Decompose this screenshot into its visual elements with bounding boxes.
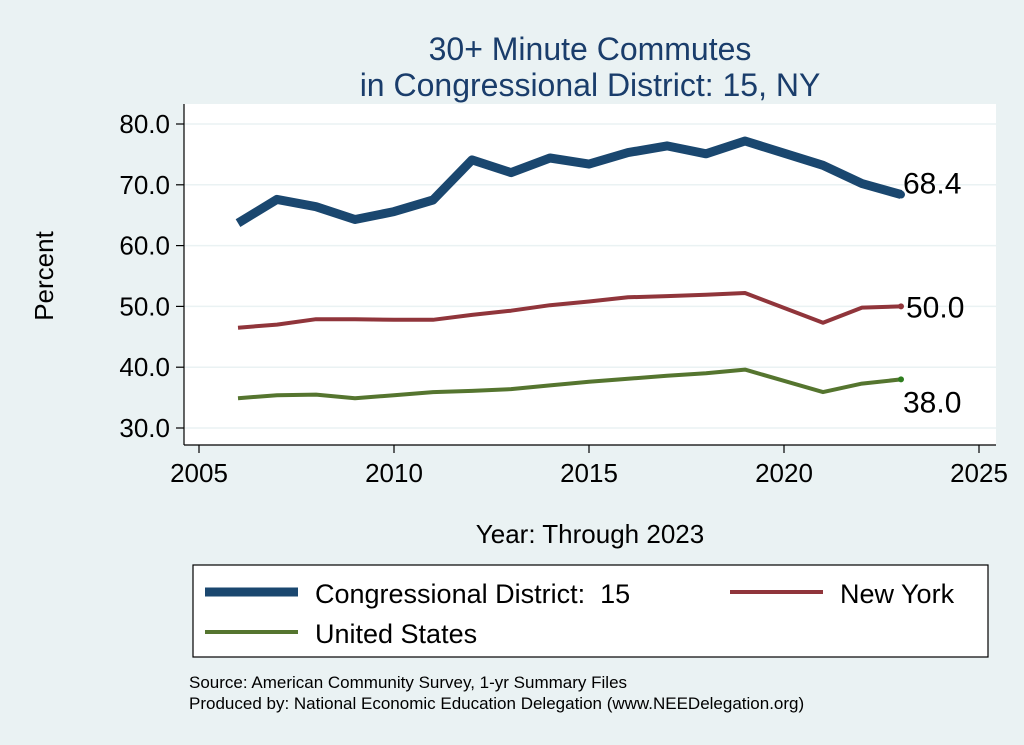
x-tick-label: 2020 xyxy=(755,458,813,488)
legend-label-district: Congressional District: 15 xyxy=(315,579,630,609)
producer-note: Produced by: National Economic Education… xyxy=(189,694,804,713)
x-tick-label: 2010 xyxy=(365,458,423,488)
legend: Congressional District: 15 New York Unit… xyxy=(192,564,989,658)
chart-title-line1: 30+ Minute Commutes xyxy=(429,31,752,67)
y-tick-label: 70.0 xyxy=(119,170,170,200)
y-tick-label: 60.0 xyxy=(119,231,170,261)
series-line-new-york xyxy=(237,291,902,330)
end-label-district: 68.4 xyxy=(903,168,961,201)
series-line-united-states-end-point xyxy=(898,376,904,383)
legend-box xyxy=(192,564,989,658)
y-tick-label: 50.0 xyxy=(119,291,170,321)
series-line-united-states xyxy=(237,367,902,401)
series-line-new-york-end-point xyxy=(898,303,904,310)
x-tick-label: 2025 xyxy=(950,458,1008,488)
end-labels: 68.4 50.0 38.0 xyxy=(903,168,964,420)
axes: 30.0 40.0 50.0 60.0 70.0 80.0 2005 2010 2015 2020… xyxy=(119,104,1008,488)
x-tick-label: 2015 xyxy=(560,458,618,488)
x-tick-label: 2005 xyxy=(170,458,228,488)
x-axis-title: Year: Through 2023 xyxy=(476,519,704,549)
series-line-district-end-point xyxy=(897,190,905,199)
source-note: Source: American Community Survey, 1-yr … xyxy=(189,673,627,692)
y-tick-label: 30.0 xyxy=(119,413,170,443)
chart-title-line2: in Congressional District: 15, NY xyxy=(360,67,821,103)
y-tick-label: 40.0 xyxy=(119,352,170,382)
series-lines xyxy=(235,136,905,401)
y-axis-title: Percent xyxy=(29,230,59,320)
legend-label-new-york: New York xyxy=(840,579,955,609)
end-label-united-states: 38.0 xyxy=(903,386,961,419)
end-label-new-york: 50.0 xyxy=(906,291,964,324)
legend-label-united-states: United States xyxy=(315,619,477,649)
series-line-district xyxy=(235,136,903,227)
y-tick-label: 80.0 xyxy=(119,109,170,139)
